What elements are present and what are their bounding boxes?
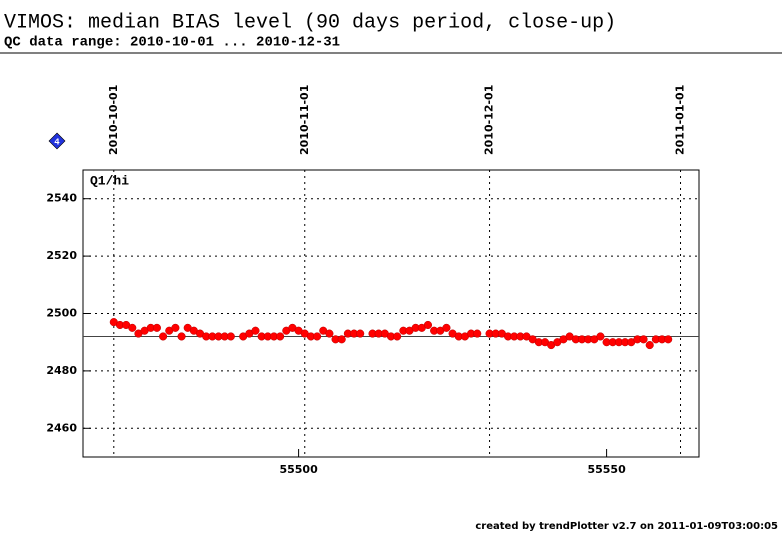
x-tick-label: 55550 [587,463,626,476]
chart-subtitle: QC data range: 2010-10-01 ... 2010-12-31 [4,35,340,51]
point [177,332,186,341]
point [393,332,402,341]
footer: created by trendPlotter v2.7 on 2011-01-… [475,521,778,532]
point [639,335,648,344]
date-tick-label: 2010-10-01 [107,85,120,155]
date-tick-label: 2010-12-01 [483,85,496,155]
point [356,329,365,338]
panel-label: Q1/hi [90,173,129,188]
y-tick-label: 2520 [46,249,77,262]
point [226,332,235,341]
point [276,332,285,341]
point [473,329,482,338]
badge-icon [48,132,66,150]
point [337,335,346,344]
date-tick-label: 2011-01-01 [674,85,687,155]
point [596,332,605,341]
y-tick-label: 2500 [46,307,77,320]
point [152,323,161,332]
x-tick-label: 55500 [279,463,318,476]
point [171,323,180,332]
point [325,329,334,338]
point [159,332,168,341]
point [664,335,673,344]
point [442,323,451,332]
date-tick-label: 2010-11-01 [298,85,311,155]
badge-text: 4 [54,137,60,147]
point [423,320,433,330]
point [313,332,322,341]
y-tick-label: 2480 [46,364,77,377]
chart-title: VIMOS: median BIAS level (90 days period… [4,11,616,34]
point [645,341,654,350]
y-tick-label: 2460 [46,421,77,434]
y-tick-label: 2540 [46,192,77,205]
point [251,326,260,335]
point [128,323,137,332]
